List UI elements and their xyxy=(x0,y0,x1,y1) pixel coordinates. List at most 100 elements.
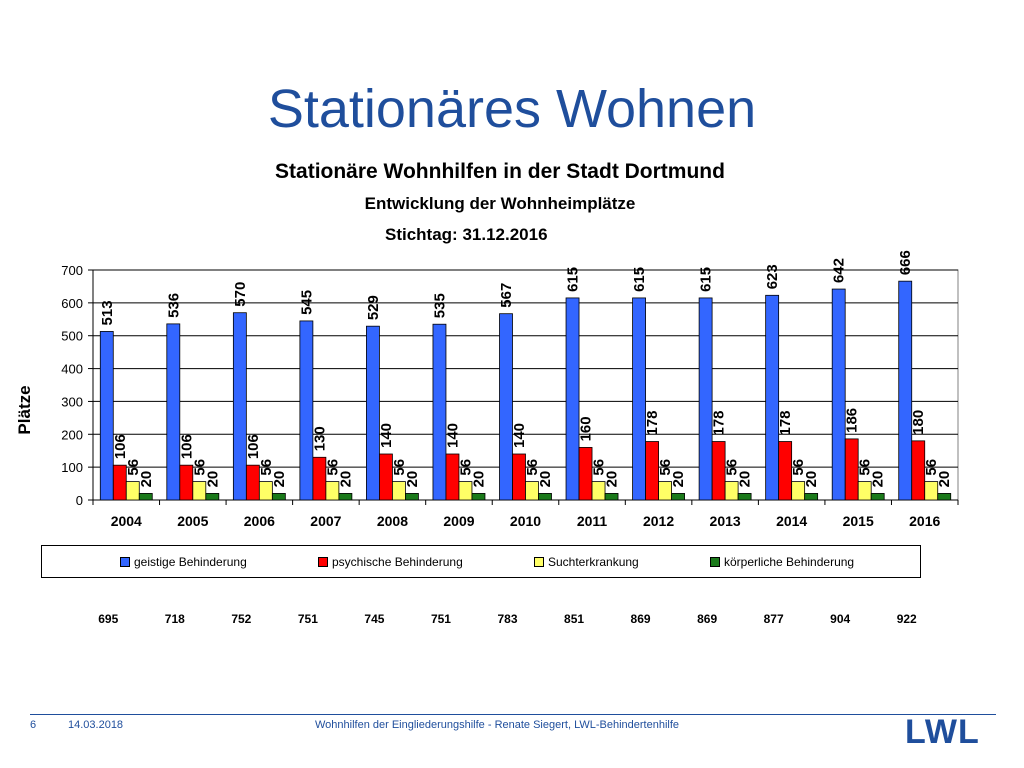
data-label: 20 xyxy=(737,471,754,488)
bar xyxy=(591,481,606,501)
x-tick-label: 2010 xyxy=(510,513,541,529)
chart-subtitle: Entwicklung der Wohnheimplätze xyxy=(364,194,636,213)
data-label: 570 xyxy=(232,282,249,307)
bar-chart: 0100200300400500600700Plätze200451310656… xyxy=(15,250,959,529)
footer-date: 14.03.2018 xyxy=(68,719,124,731)
bar xyxy=(299,320,314,501)
bar xyxy=(911,440,926,501)
bar xyxy=(405,493,419,501)
x-tick-label: 2008 xyxy=(377,513,408,529)
bar xyxy=(698,297,713,501)
x-tick-label: 2016 xyxy=(909,513,940,529)
y-tick-label: 700 xyxy=(61,263,83,278)
bar xyxy=(724,481,739,501)
data-label: 140 xyxy=(444,423,461,448)
data-label: 535 xyxy=(431,293,448,318)
data-label: 56 xyxy=(724,459,741,476)
bar xyxy=(338,493,353,501)
data-label: 178 xyxy=(711,410,728,435)
chart-date-label: Stichtag: 31.12.2016 xyxy=(385,225,548,244)
legend-label: geistige Behinderung xyxy=(134,555,247,569)
total-value: 869 xyxy=(630,612,651,626)
bar xyxy=(138,493,153,501)
bar xyxy=(778,441,793,501)
total-value: 869 xyxy=(697,612,718,626)
bar xyxy=(538,493,552,501)
x-tick-label: 2009 xyxy=(443,513,474,529)
footer-text: Wohnhilfen der Eingliederungshilfe - Ren… xyxy=(315,719,680,731)
bar xyxy=(525,481,539,501)
bar xyxy=(166,323,181,501)
bar xyxy=(658,481,672,501)
lwl-logo: LWL xyxy=(905,713,980,751)
x-tick-label: 2015 xyxy=(843,513,874,529)
data-label: 623 xyxy=(764,264,781,289)
total-value: 745 xyxy=(364,612,385,626)
legend-label: körperliche Behinderung xyxy=(724,555,855,569)
data-label: 180 xyxy=(910,410,927,435)
bar xyxy=(458,481,473,501)
data-label: 20 xyxy=(936,471,953,488)
data-label: 56 xyxy=(457,459,474,476)
bar xyxy=(271,493,286,501)
data-label: 56 xyxy=(790,459,807,476)
bar xyxy=(499,313,513,501)
bar xyxy=(565,297,580,501)
data-label: 20 xyxy=(138,471,155,488)
bar xyxy=(312,456,327,501)
bar xyxy=(258,481,273,501)
y-tick-label: 100 xyxy=(61,460,83,475)
x-tick-label: 2006 xyxy=(244,513,275,529)
legend-item: körperliche Behinderung xyxy=(710,555,854,569)
x-tick-label: 2014 xyxy=(776,513,807,529)
page-number: 6 xyxy=(30,719,37,731)
data-label: 615 xyxy=(631,267,648,292)
data-label: 536 xyxy=(165,293,182,318)
bar xyxy=(366,325,380,501)
bar xyxy=(804,493,819,501)
data-label: 20 xyxy=(404,471,421,488)
bar xyxy=(711,441,726,501)
bar xyxy=(445,453,460,501)
data-label: 615 xyxy=(698,267,715,292)
bar xyxy=(232,312,247,501)
x-tick-label: 2007 xyxy=(310,513,341,529)
data-label: 529 xyxy=(365,295,382,320)
legend-item: psychische Behinderung xyxy=(318,555,463,569)
bar xyxy=(870,493,885,501)
data-label: 20 xyxy=(337,471,354,488)
bar xyxy=(937,493,952,501)
x-tick-label: 2012 xyxy=(643,513,674,529)
bar xyxy=(765,294,780,501)
bar xyxy=(898,280,913,501)
chart-legend: geistige Behinderung psychische Behinderu… xyxy=(41,545,921,578)
bar xyxy=(99,331,114,501)
bar xyxy=(205,493,220,501)
data-label: 20 xyxy=(470,471,487,488)
y-tick-label: 600 xyxy=(61,296,83,311)
bar xyxy=(578,447,593,501)
data-label: 20 xyxy=(803,471,820,488)
legend-item: geistige Behinderung xyxy=(120,555,247,569)
y-tick-label: 0 xyxy=(76,493,83,508)
y-tick-label: 500 xyxy=(61,329,83,344)
bar xyxy=(192,481,207,501)
data-label: 56 xyxy=(324,459,341,476)
total-value: 904 xyxy=(830,612,851,626)
x-tick-label: 2004 xyxy=(111,513,142,529)
data-label: 666 xyxy=(897,250,914,275)
data-label: 56 xyxy=(191,459,208,476)
data-label: 140 xyxy=(511,423,528,448)
data-label: 20 xyxy=(604,471,621,488)
data-label: 140 xyxy=(378,423,395,448)
data-label: 20 xyxy=(271,471,288,488)
data-label: 56 xyxy=(524,459,541,476)
total-value: 751 xyxy=(430,612,451,626)
y-tick-label: 300 xyxy=(61,394,83,409)
data-label: 56 xyxy=(923,459,940,476)
bar xyxy=(844,438,859,501)
data-label: 642 xyxy=(831,258,848,283)
y-tick-label: 200 xyxy=(61,427,83,442)
data-label: 160 xyxy=(578,416,595,441)
total-value: 783 xyxy=(497,612,518,626)
